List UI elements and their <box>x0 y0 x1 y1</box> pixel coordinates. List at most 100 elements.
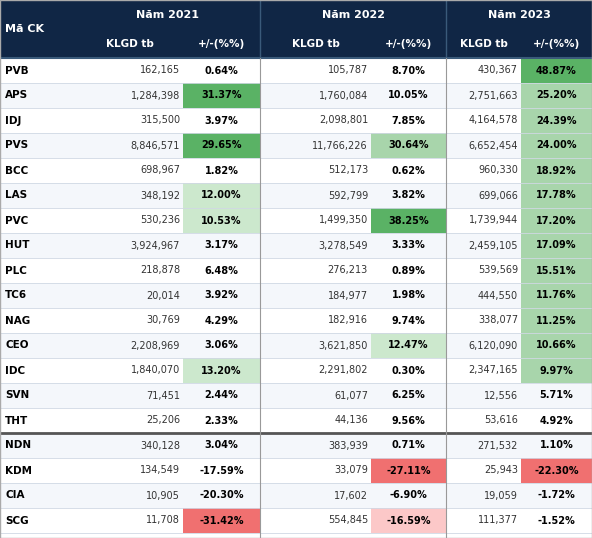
Text: 2,208,969: 2,208,969 <box>131 341 180 350</box>
Bar <box>0 108 592 133</box>
Text: NAG: NAG <box>5 315 30 325</box>
Text: 11.25%: 11.25% <box>536 315 577 325</box>
Bar <box>0 408 592 433</box>
Text: 430,367: 430,367 <box>478 66 518 75</box>
Text: 8,846,571: 8,846,571 <box>131 140 180 151</box>
Text: KLGD tb: KLGD tb <box>292 39 339 49</box>
Text: 3.82%: 3.82% <box>391 190 426 201</box>
Text: 2.33%: 2.33% <box>205 415 239 426</box>
Text: 7.85%: 7.85% <box>391 116 426 125</box>
Text: 6.25%: 6.25% <box>392 391 426 400</box>
Text: 1,840,070: 1,840,070 <box>131 365 180 376</box>
Text: 1.98%: 1.98% <box>391 291 426 301</box>
Text: 6.48%: 6.48% <box>205 265 239 275</box>
Bar <box>521 283 592 308</box>
Text: 19,059: 19,059 <box>484 491 518 500</box>
Text: 11,708: 11,708 <box>146 515 180 526</box>
Text: APS: APS <box>5 90 28 101</box>
Text: 31.37%: 31.37% <box>201 90 242 101</box>
Text: 71,451: 71,451 <box>146 391 180 400</box>
Text: THT: THT <box>5 415 28 426</box>
Text: 44,136: 44,136 <box>334 415 368 426</box>
Text: SCG: SCG <box>5 515 28 526</box>
Bar <box>183 83 260 108</box>
Text: 111,377: 111,377 <box>478 515 518 526</box>
Text: 554,845: 554,845 <box>328 515 368 526</box>
Text: 61,077: 61,077 <box>334 391 368 400</box>
Bar <box>0 58 592 83</box>
Bar <box>0 0 592 30</box>
Text: 105,787: 105,787 <box>328 66 368 75</box>
Text: 20,014: 20,014 <box>146 291 180 301</box>
Bar <box>371 508 446 533</box>
Text: 15.51%: 15.51% <box>536 265 577 275</box>
Bar <box>0 433 592 458</box>
Text: PLC: PLC <box>5 265 27 275</box>
Bar <box>521 183 592 208</box>
Bar <box>183 508 260 533</box>
Text: KDM: KDM <box>5 465 32 476</box>
Text: 24.00%: 24.00% <box>536 140 577 151</box>
Text: BCC: BCC <box>5 166 28 175</box>
Text: 0.30%: 0.30% <box>392 365 426 376</box>
Text: 539,569: 539,569 <box>478 265 518 275</box>
Bar <box>521 58 592 83</box>
Text: 3.33%: 3.33% <box>392 240 426 251</box>
Text: 5.71%: 5.71% <box>540 391 574 400</box>
Text: -16.59%: -16.59% <box>386 515 431 526</box>
Bar <box>0 183 592 208</box>
Text: 17.20%: 17.20% <box>536 216 577 225</box>
Text: 3.04%: 3.04% <box>205 441 239 450</box>
Text: IDJ: IDJ <box>5 116 21 125</box>
Bar <box>0 133 592 158</box>
Text: -1.52%: -1.52% <box>538 515 575 526</box>
Text: Năm 2022: Năm 2022 <box>321 10 384 20</box>
Text: 12.47%: 12.47% <box>388 341 429 350</box>
Text: 4.29%: 4.29% <box>205 315 239 325</box>
Text: 6,652,454: 6,652,454 <box>468 140 518 151</box>
Text: 3,278,549: 3,278,549 <box>318 240 368 251</box>
Bar <box>0 333 592 358</box>
Bar <box>521 458 592 483</box>
Text: PVS: PVS <box>5 140 28 151</box>
Text: 17.78%: 17.78% <box>536 190 577 201</box>
Bar <box>0 383 592 408</box>
Text: 1.82%: 1.82% <box>205 166 239 175</box>
Text: -31.42%: -31.42% <box>200 515 244 526</box>
Bar <box>183 208 260 233</box>
Bar <box>371 133 446 158</box>
Text: 25,943: 25,943 <box>484 465 518 476</box>
Text: 3.97%: 3.97% <box>205 116 239 125</box>
Text: 3.06%: 3.06% <box>205 341 239 350</box>
Text: 592,799: 592,799 <box>328 190 368 201</box>
Text: 53,616: 53,616 <box>484 415 518 426</box>
Text: 315,500: 315,500 <box>140 116 180 125</box>
Text: 960,330: 960,330 <box>478 166 518 175</box>
Text: 29.65%: 29.65% <box>201 140 242 151</box>
Text: 9.74%: 9.74% <box>392 315 426 325</box>
Text: 2,347,165: 2,347,165 <box>468 365 518 376</box>
Text: 134,549: 134,549 <box>140 465 180 476</box>
Text: 17,602: 17,602 <box>334 491 368 500</box>
Text: 1.10%: 1.10% <box>540 441 574 450</box>
Bar <box>0 233 592 258</box>
Text: NDN: NDN <box>5 441 31 450</box>
Text: 33,079: 33,079 <box>334 465 368 476</box>
Text: 3.17%: 3.17% <box>205 240 239 251</box>
Bar <box>0 258 592 283</box>
Bar <box>521 233 592 258</box>
Text: -27.11%: -27.11% <box>386 465 431 476</box>
Text: 11,766,226: 11,766,226 <box>313 140 368 151</box>
Text: PVB: PVB <box>5 66 28 75</box>
Text: 271,532: 271,532 <box>478 441 518 450</box>
Bar <box>521 258 592 283</box>
Text: Năm 2023: Năm 2023 <box>488 10 551 20</box>
Text: 218,878: 218,878 <box>140 265 180 275</box>
Bar <box>521 158 592 183</box>
Text: 10,905: 10,905 <box>146 491 180 500</box>
Text: 0.64%: 0.64% <box>205 66 239 75</box>
Bar <box>0 508 592 533</box>
Text: +/-(%%): +/-(%%) <box>533 39 580 49</box>
Text: LAS: LAS <box>5 190 27 201</box>
Bar <box>0 458 592 483</box>
